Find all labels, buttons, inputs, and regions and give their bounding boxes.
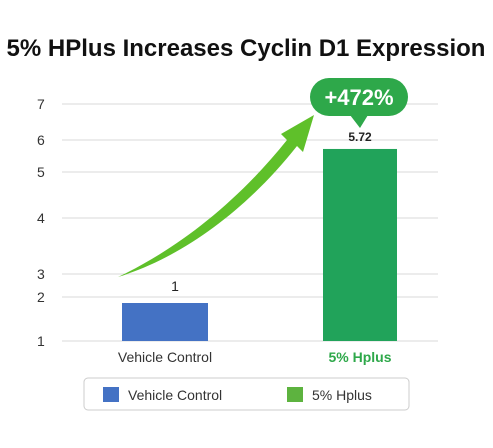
x-axis: Vehicle Control 5% Hplus <box>118 349 392 365</box>
y-tick-label: 6 <box>37 132 45 148</box>
y-tick-label: 4 <box>37 210 45 226</box>
callout-text: +472% <box>324 85 393 110</box>
y-tick-label: 1 <box>37 333 45 349</box>
x-tick-label: 5% Hplus <box>328 349 391 365</box>
bar-vehicle-control <box>122 303 208 341</box>
legend-box <box>83 377 410 411</box>
legend: Vehicle Control 5% Hplus <box>83 377 410 411</box>
legend-swatch <box>103 387 119 402</box>
legend-label: 5% Hplus <box>312 387 372 403</box>
data-labels: 15.72 <box>171 130 372 294</box>
y-tick-label: 7 <box>37 96 45 112</box>
data-label: 1 <box>171 278 179 294</box>
x-tick-label: Vehicle Control <box>118 349 212 365</box>
arrow-shape <box>118 115 314 277</box>
callout-bubble <box>310 78 408 116</box>
data-label: 5.72 <box>348 130 372 144</box>
legend-label: Vehicle Control <box>128 387 222 403</box>
bar-5-hplus <box>323 148 397 341</box>
callout-pointer <box>350 115 368 128</box>
growth-arrow <box>118 115 314 277</box>
bars <box>122 148 397 341</box>
chart-title: 5% HPlus Increases Cyclin D1 Expression <box>7 35 486 62</box>
y-tick-label: 2 <box>37 289 45 305</box>
percent-callout: +472% <box>310 78 408 128</box>
legend-swatch <box>287 387 303 402</box>
y-tick-label: 5 <box>37 164 45 180</box>
y-tick-label: 3 <box>37 266 45 282</box>
y-axis: 1 2 3 4 5 6 7 <box>37 96 45 349</box>
